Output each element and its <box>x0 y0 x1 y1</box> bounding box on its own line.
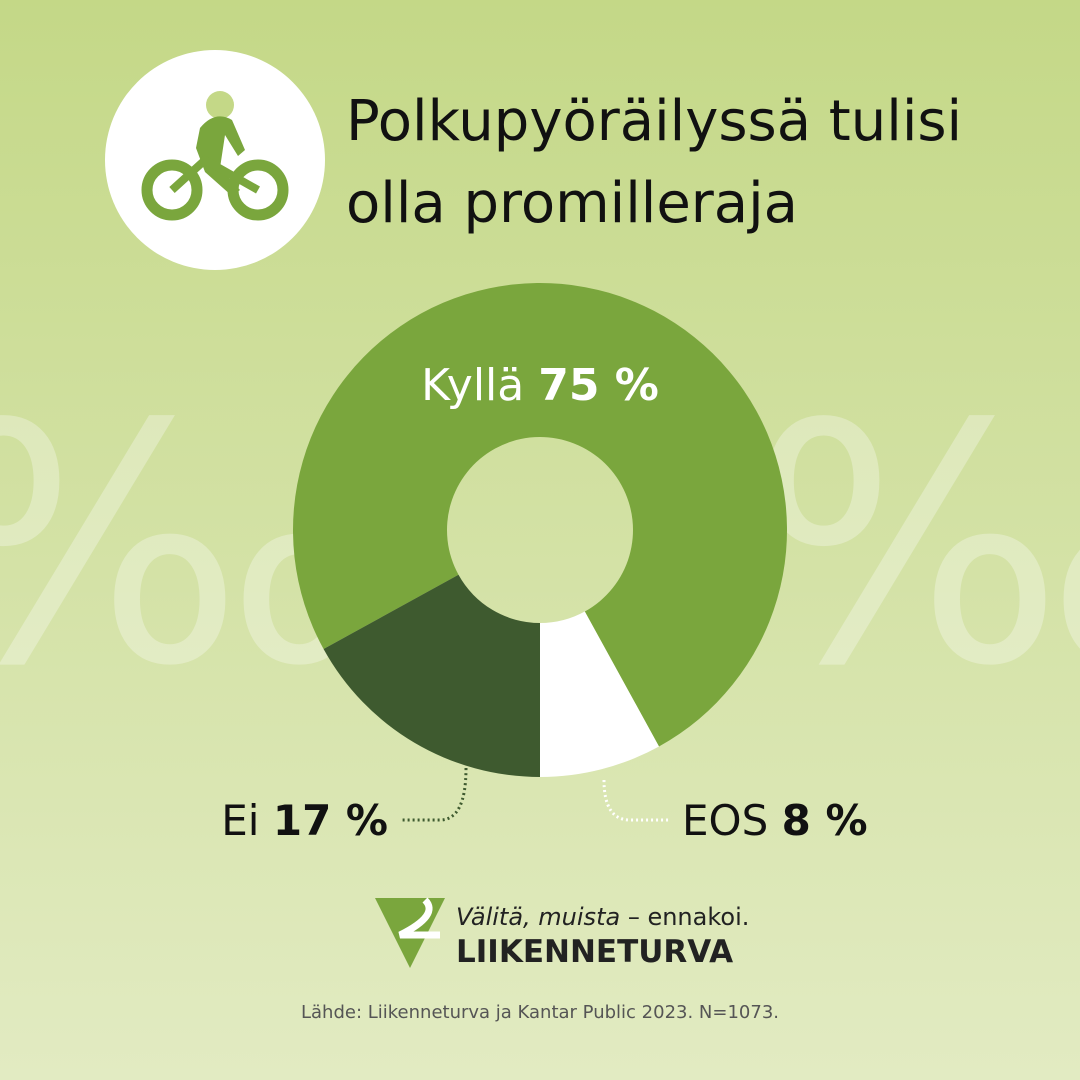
data-label: Ei 17 % <box>221 796 388 845</box>
data-label: EOS 8 % <box>682 796 868 845</box>
title-line: olla promilleraja <box>346 171 798 236</box>
value-label: 17 % <box>273 796 388 845</box>
donut-segment <box>540 611 659 777</box>
value-label: 8 % <box>782 796 868 845</box>
donut-segment <box>323 574 540 777</box>
donut-segment <box>293 283 787 747</box>
bike-icon <box>105 50 325 270</box>
logo-name: LIIKENNETURVA <box>456 934 733 970</box>
category-label: Kyllä <box>421 360 524 411</box>
tagline-italic: Välitä, muista <box>456 903 620 931</box>
background-symbol: ‰ <box>750 354 1080 738</box>
logo: Välitä, muista – ennakoi. LIIKENNETURVA <box>375 897 749 970</box>
title-line: Polkupyöräilyssä tulisi <box>346 89 962 154</box>
leader-line <box>400 767 468 822</box>
donut <box>293 283 787 777</box>
chart-title: Polkupyöräilyssä tulisi olla promilleraj… <box>346 89 980 236</box>
category-label: EOS <box>682 796 768 845</box>
data-label: Kyllä 75 % <box>421 360 659 411</box>
source: Lähde: Liikenneturva ja Kantar Public 20… <box>301 1002 779 1023</box>
tagline-rest: – ennakoi. <box>620 903 749 931</box>
logo-tagline: Välitä, muista – ennakoi. <box>456 903 749 931</box>
value-label: 75 % <box>538 360 659 411</box>
category-label: Ei <box>221 796 259 845</box>
